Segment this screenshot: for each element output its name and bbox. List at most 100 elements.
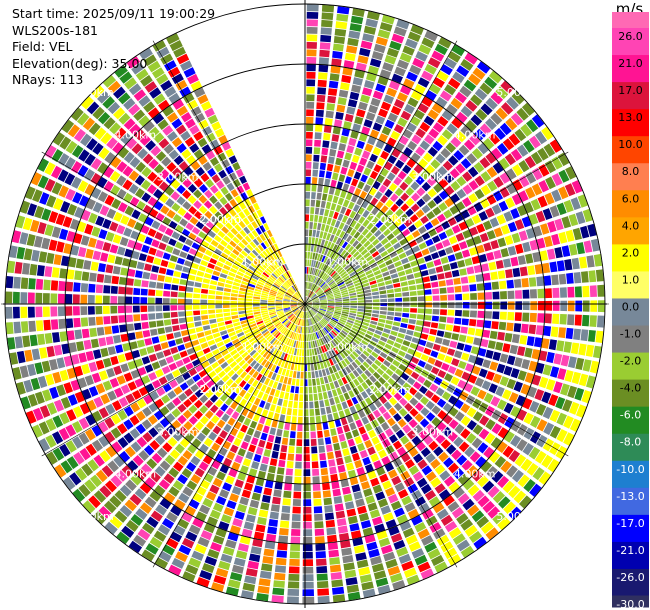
- range-gate: [354, 459, 363, 469]
- range-gate: [469, 319, 477, 327]
- range-gate: [437, 116, 449, 127]
- range-gate: [378, 537, 391, 548]
- range-gate: [357, 442, 366, 452]
- range-gate: [468, 73, 481, 86]
- range-gate: [244, 235, 252, 243]
- range-ring-label: 3.00km: [157, 171, 199, 184]
- range-gate: [315, 415, 321, 424]
- range-gate: [349, 310, 357, 314]
- range-gate: [413, 351, 422, 359]
- range-gate: [400, 452, 411, 463]
- range-gate: [452, 533, 466, 545]
- range-gate: [341, 313, 349, 317]
- range-gate: [110, 315, 119, 324]
- range-gate: [238, 211, 246, 220]
- range-gate: [93, 454, 105, 467]
- range-gate: [298, 301, 305, 304]
- range-gate: [225, 260, 233, 267]
- range-gate: [316, 347, 320, 355]
- range-gate: [216, 379, 225, 388]
- range-gate: [326, 233, 331, 241]
- range-gate: [137, 528, 151, 541]
- range-gate: [346, 45, 358, 54]
- range-gate: [262, 425, 270, 434]
- range-gate: [316, 102, 325, 110]
- range-gate: [291, 347, 295, 355]
- range-gate: [106, 208, 117, 219]
- range-gate: [439, 346, 448, 354]
- range-gate: [393, 413, 402, 422]
- range-gate: [204, 210, 213, 219]
- range-gate: [369, 375, 377, 383]
- range-gate: [458, 144, 470, 156]
- range-gate: [274, 565, 286, 573]
- range-gate: [425, 341, 434, 349]
- range-gate: [320, 467, 329, 476]
- ray: [71, 107, 305, 304]
- range-gate: [308, 379, 312, 386]
- range-gate: [543, 325, 552, 337]
- range-gate: [271, 329, 278, 336]
- range-gate: [311, 283, 315, 291]
- range-gate: [275, 557, 287, 566]
- ray: [16, 304, 305, 395]
- range-gate: [267, 324, 275, 330]
- range-gate: [315, 287, 321, 293]
- range-gate: [245, 451, 254, 460]
- range-gate: [305, 304, 311, 310]
- range-gate: [319, 294, 326, 299]
- range-gate: [582, 285, 590, 298]
- range-gate: [580, 329, 589, 342]
- range-gate: [312, 252, 316, 260]
- range-gate: [329, 341, 335, 349]
- range-gate: [413, 109, 425, 120]
- range-gate: [124, 77, 137, 90]
- range-gate: [107, 254, 116, 264]
- range-gate: [131, 349, 141, 359]
- range-gate: [61, 255, 70, 267]
- range-gate: [356, 140, 365, 149]
- range-gate: [92, 410, 103, 422]
- range-gate: [555, 445, 568, 460]
- range-gate: [509, 344, 518, 355]
- range-gate: [379, 364, 388, 372]
- range-gate: [434, 359, 443, 368]
- range-gate: [194, 236, 203, 245]
- range-gate: [209, 484, 220, 495]
- range-gate: [59, 369, 69, 382]
- range-gate: [317, 430, 323, 438]
- range-gate: [135, 270, 143, 279]
- range-gate: [317, 291, 324, 297]
- range-gate: [267, 256, 273, 264]
- range-gate: [225, 165, 234, 175]
- range-gate: [103, 500, 117, 514]
- range-gate: [336, 181, 344, 190]
- range-gate: [125, 296, 133, 304]
- range-gate: [215, 409, 224, 418]
- range-gate: [336, 104, 346, 113]
- range-gate: [320, 407, 326, 415]
- range-gate: [141, 522, 155, 535]
- range-gate: [468, 354, 477, 364]
- range-gate: [171, 284, 179, 291]
- ray: [305, 304, 542, 497]
- range-gate: [384, 188, 393, 198]
- range-gate: [257, 244, 264, 252]
- range-gate: [396, 233, 405, 241]
- range-gate: [248, 337, 256, 343]
- range-gate: [497, 142, 509, 155]
- range-gate: [389, 572, 403, 583]
- range-gate: [505, 117, 518, 131]
- range-gate: [379, 395, 388, 405]
- azimuth-spoke: [152, 40, 306, 305]
- range-gate: [246, 292, 254, 296]
- range-gate: [549, 442, 561, 456]
- range-gate: [374, 390, 383, 399]
- range-gate: [318, 330, 323, 338]
- range-gate: [356, 367, 363, 375]
- range-gate: [291, 316, 296, 322]
- range-gate: [27, 292, 35, 304]
- range-gate: [430, 477, 442, 488]
- range-gate: [541, 454, 553, 468]
- colorbar-tick-label: 4.0: [622, 219, 640, 232]
